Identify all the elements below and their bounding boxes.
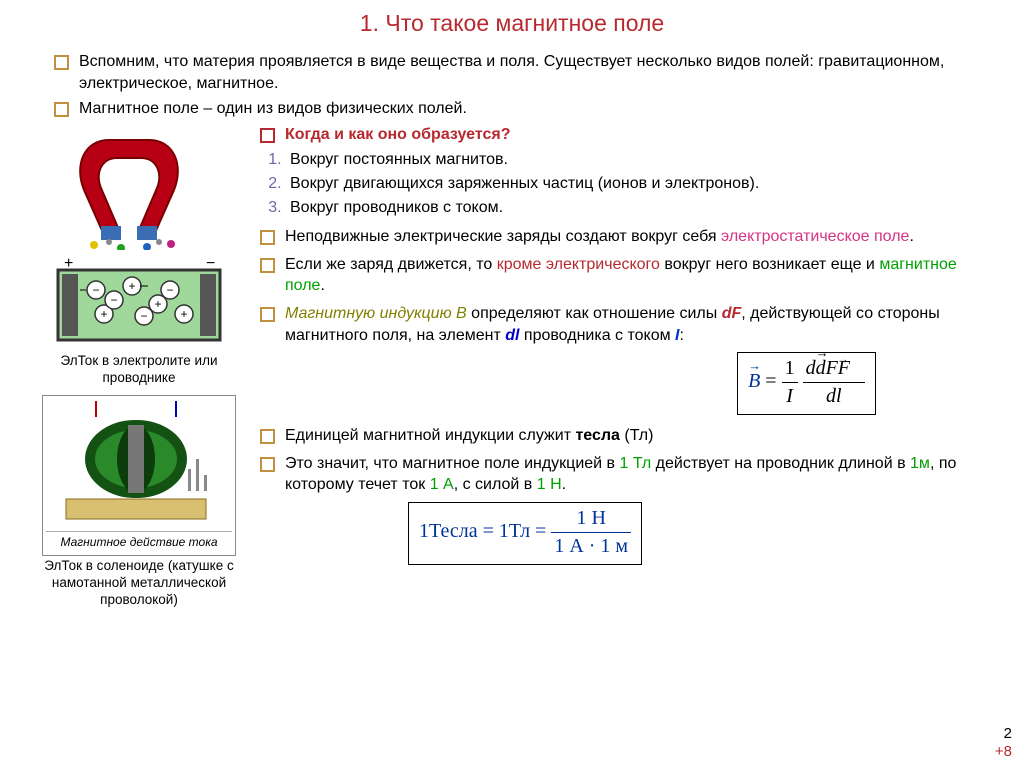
bullet-icon (54, 102, 69, 117)
svg-text:−: − (92, 283, 99, 297)
figure-magnet (28, 130, 250, 255)
bullet-icon (260, 429, 275, 444)
intro-line-2: Магнитное поле – один из видов физически… (79, 98, 467, 120)
bullet-icon (54, 55, 69, 70)
svg-text:−: − (166, 283, 173, 297)
bullet-icon (260, 307, 275, 322)
subtitle: Когда и как оно образуется? (285, 124, 510, 146)
caption-electrolyte: ЭлТок в электролите или проводнике (28, 353, 250, 387)
svg-text:+: + (64, 256, 73, 272)
svg-text:+: + (154, 297, 161, 311)
slide-title: 1. Что такое магнитное поле (28, 8, 996, 39)
electrolyte-icon: + − −+− +−+ −+ (44, 256, 234, 346)
title-number: 1. (360, 10, 379, 36)
figure-solenoid: Магнитное действие тока (28, 395, 250, 557)
list-item: Вокруг проводников с током. (286, 197, 996, 219)
list-item: Вокруг двигающихся заряженных частиц (ио… (286, 173, 996, 195)
page-number: 2 +8 (995, 725, 1012, 761)
svg-text:+: + (100, 307, 107, 321)
caption-solenoid: ЭлТок в соленоиде (катушке с намотанной … (28, 558, 250, 609)
bullet-icon (260, 457, 275, 472)
solenoid-icon (46, 399, 232, 527)
para-electrostatic: Неподвижные электрические заряды создают… (285, 226, 914, 248)
formation-list: Вокруг постоянных магнитов. Вокруг двига… (260, 149, 996, 218)
svg-text:−: − (110, 293, 117, 307)
figure-electrolyte: + − −+− +−+ −+ (28, 256, 250, 351)
formula-induction: B = 1I ddFF→dl (737, 352, 876, 415)
para-tesla-unit: Единицей магнитной индукции служит тесла… (285, 425, 653, 447)
figures-column: + − −+− +−+ −+ ЭлТок в электролите или (28, 124, 250, 617)
caption-solenoid-inner: Магнитное действие тока (46, 531, 232, 552)
svg-text:−: − (140, 309, 147, 323)
title-text: Что такое магнитное поле (385, 10, 664, 36)
horseshoe-magnet-icon (49, 130, 229, 250)
content-column: Когда и как оно образуется? Вокруг посто… (250, 124, 996, 571)
formula-tesla: 1Тесла = 1Тл = 1 Н1 А · 1 м (408, 502, 642, 565)
list-item: Вокруг постоянных магнитов. (286, 149, 996, 171)
svg-text:+: + (180, 307, 187, 321)
para-induction-def: Магнитную индукцию В определяют как отно… (285, 303, 996, 346)
svg-text:+: + (128, 279, 135, 293)
para-moving-charge: Если же заряд движется, то кроме электри… (285, 254, 996, 297)
para-tesla-example: Это значит, что магнитное поле индукцией… (285, 453, 996, 496)
bullet-icon (260, 128, 275, 143)
svg-text:−: − (206, 256, 215, 272)
bullet-icon (260, 230, 275, 245)
bullet-icon (260, 258, 275, 273)
intro-line-1: Вспомним, что материя проявляется в виде… (79, 51, 996, 94)
